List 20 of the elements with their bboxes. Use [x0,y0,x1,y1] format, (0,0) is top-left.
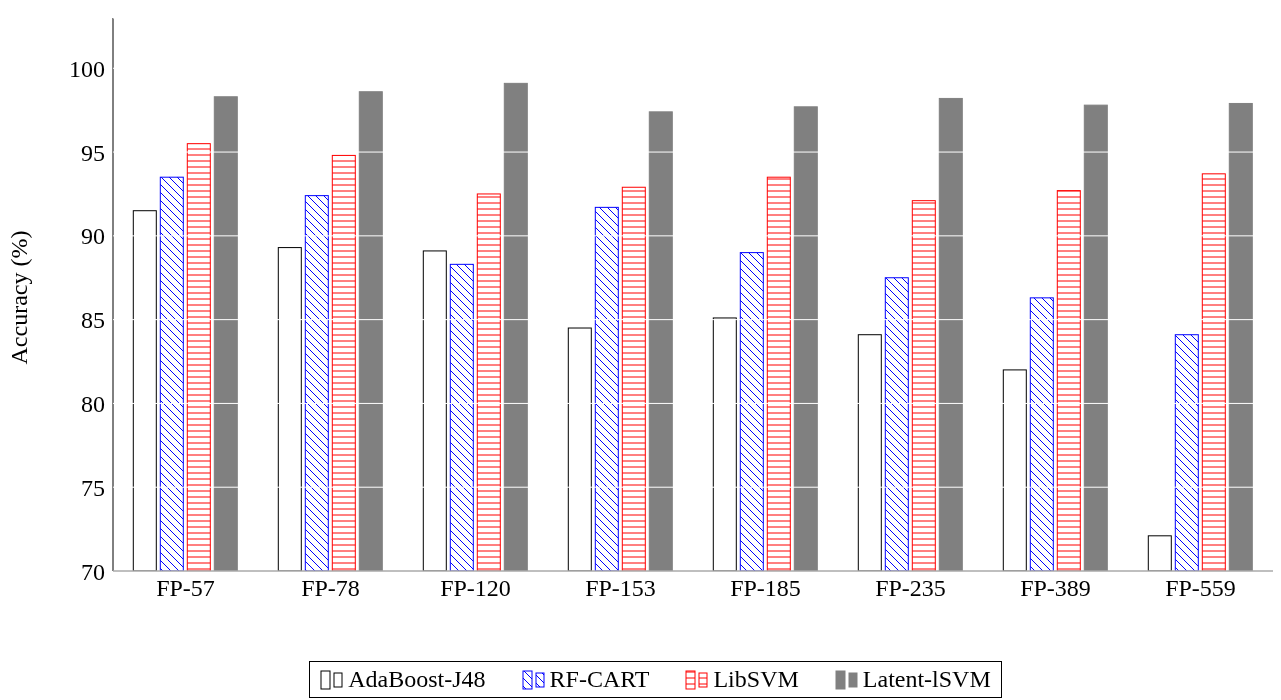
y-tick-label: 90 [81,223,105,250]
y-tick-label: 95 [81,139,105,166]
x-tick-label: FP-153 [585,575,656,602]
y-tick-label: 100 [69,55,105,82]
y-tick-label: 85 [81,307,105,334]
x-tick-label: FP-559 [1165,575,1236,602]
x-tick-label: FP-185 [730,575,801,602]
y-tick-label: 80 [81,390,105,417]
y-axis-title: Accuracy (%) [5,230,32,365]
x-tick-label: FP-57 [156,575,215,602]
legend-label: LibSVM [713,666,799,693]
legend-label: Latent-lSVM [862,666,991,693]
x-tick-label: FP-78 [301,575,360,602]
x-tick-label: FP-120 [440,575,511,602]
x-tick-label: FP-235 [875,575,946,602]
y-tick-label: 70 [81,558,105,585]
legend-label: AdaBoost-J48 [348,666,486,693]
y-tick-label: 75 [81,474,105,501]
legend-label: RF-CART [549,666,650,693]
x-tick-label: FP-389 [1020,575,1091,602]
